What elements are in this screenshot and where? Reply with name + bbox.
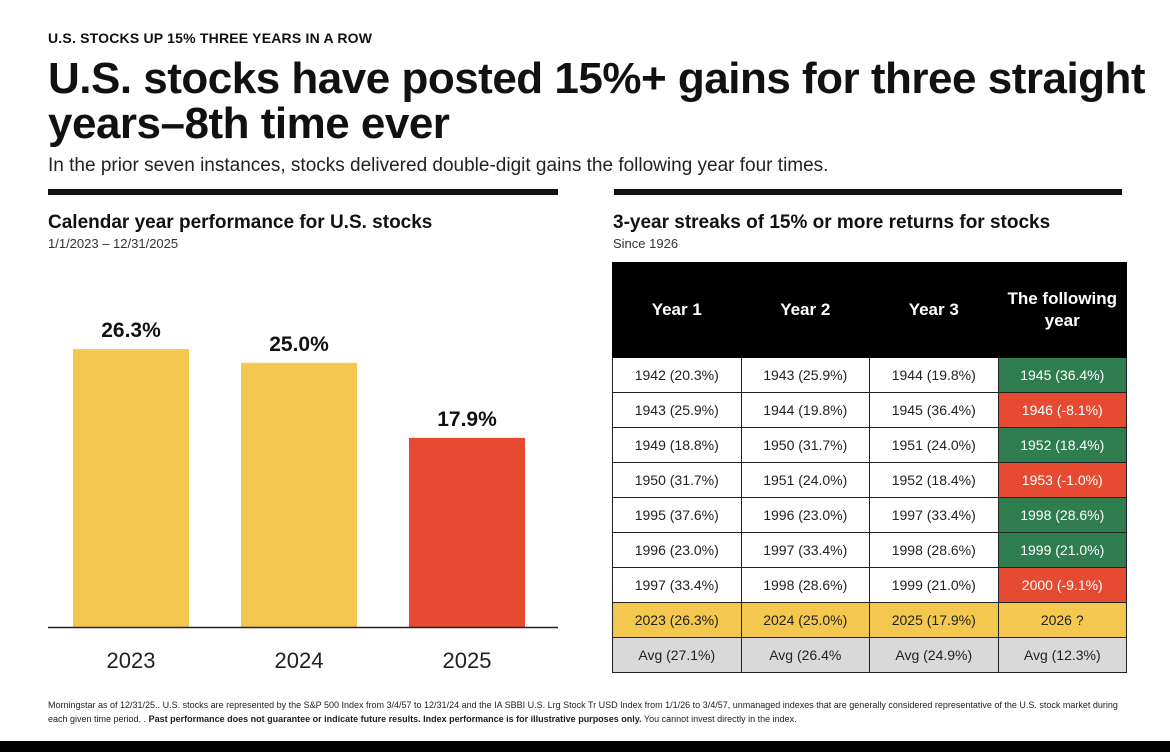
table-row: 1996 (23.0%) 1997 (33.4%) 1998 (28.6%) 1999… [612,532,1127,568]
table-cell: 2024 (25.0%) [740,602,870,638]
following-year-cell: 1998 (28.6%) [997,497,1127,533]
table-cell: 1949 (18.8%) [612,427,742,463]
x-tick-label-2023: 2023 [107,648,156,673]
table-row: 1995 (37.6%) 1996 (23.0%) 1997 (33.4%) 1998… [612,497,1127,533]
footnote-disclaimer: Past performance does not guarantee or i… [148,714,642,724]
following-year-cell: 2026 ? [997,602,1127,638]
table-cell: Avg (24.9%) [869,637,999,673]
table-row: 1997 (33.4%) 1998 (28.6%) 1999 (21.0%) 2000… [612,567,1127,603]
table-cell: Avg (27.1%) [612,637,742,673]
chart-subtitle: 1/1/2023 – 12/31/2025 [48,236,179,251]
current-streak-row: 2023 (26.3%) 2024 (25.0%) 2025 (17.9%) 2026… [612,602,1127,638]
subhead: In the prior seven instances, stocks del… [48,155,829,176]
bottom-bar [0,741,1170,752]
following-year-cell: 2000 (-9.1%) [997,567,1127,603]
footnote-text: Morningstar as of 12/31/25.. U.S. stocks… [48,700,1118,724]
table-cell: 2025 (17.9%) [869,602,999,638]
table-cell: 1997 (33.4%) [740,532,870,568]
table-cell: 1942 (20.3%) [612,357,742,393]
table-cell: 1952 (18.4%) [869,462,999,498]
x-tick-label-2025: 2025 [443,648,492,673]
streaks-table-body: 1942 (20.3%) 1943 (25.9%) 1944 (19.8%) 1945… [612,357,1127,673]
column-header: Year 3 [869,262,999,358]
table-row: 1950 (31.7%) 1951 (24.0%) 1952 (18.4%) 1953… [612,462,1127,498]
table-cell: 1996 (23.0%) [612,532,742,568]
table-cell: 1998 (28.6%) [869,532,999,568]
table-cell: 1943 (25.9%) [612,392,742,428]
footnote-text-end: You cannot invest directly in the index. [643,714,797,724]
following-year-cell: Avg (12.3%) [997,637,1127,673]
table-cell: 1996 (23.0%) [740,497,870,533]
table-cell: 2023 (26.3%) [612,602,742,638]
data-label-2023: 26.3% [101,319,161,342]
data-label-2025: 17.9% [437,408,497,431]
table-row: 1942 (20.3%) 1943 (25.9%) 1944 (19.8%) 1945… [612,357,1127,393]
bar-chart: 26.3% 2023 25.0% 2024 17.9% 2025 [48,319,558,673]
table-subtitle: Since 1926 [613,236,679,251]
following-year-cell: 1946 (-8.1%) [997,392,1127,428]
table-cell: 1950 (31.7%) [612,462,742,498]
following-year-cell: 1953 (-1.0%) [997,462,1127,498]
column-header: The following year [997,262,1127,358]
left-divider [48,189,558,195]
table-cell: 1995 (37.6%) [612,497,742,533]
table-cell: 1999 (21.0%) [869,567,999,603]
following-year-cell: 1952 (18.4%) [997,427,1127,463]
bar-2025 [409,437,525,627]
table-cell: 1943 (25.9%) [740,357,870,393]
x-tick-label-2024: 2024 [275,648,324,673]
following-year-cell: 1999 (21.0%) [997,532,1127,568]
table-header-row: Year 1 Year 2 Year 3 The following year [612,262,1127,358]
table-row: 1949 (18.8%) 1950 (31.7%) 1951 (24.0%) 1952… [612,427,1127,463]
data-label-2024: 25.0% [269,333,329,356]
table-cell: 1951 (24.0%) [740,462,870,498]
table-row: 1943 (25.9%) 1944 (19.8%) 1945 (36.4%) 1946… [612,392,1127,428]
average-row: Avg (27.1%) Avg (26.4% Avg (24.9%) Avg (12.… [612,637,1127,673]
table-cell: 1997 (33.4%) [869,497,999,533]
footnote: Morningstar as of 12/31/25.. U.S. stocks… [48,698,1128,726]
table-cell: 1944 (19.8%) [869,357,999,393]
chart-title: Calendar year performance for U.S. stock… [48,212,433,233]
table-cell: 1998 (28.6%) [740,567,870,603]
column-header: Year 1 [612,262,742,358]
table-cell: 1951 (24.0%) [869,427,999,463]
table-cell: 1950 (31.7%) [740,427,870,463]
kicker: U.S. STOCKS UP 15% THREE YEARS IN A ROW [48,30,373,46]
table-cell: 1945 (36.4%) [869,392,999,428]
bar-2023 [73,349,189,627]
headline: U.S. stocks have posted 15%+ gains for t… [48,54,1146,148]
table-cell: 1997 (33.4%) [612,567,742,603]
following-year-cell: 1945 (36.4%) [997,357,1127,393]
streaks-table: Year 1 Year 2 Year 3 The following year … [612,262,1127,673]
bar-2024 [241,362,357,627]
right-divider [614,189,1122,195]
table-title: 3-year streaks of 15% or more returns fo… [613,212,1051,233]
table-cell: 1944 (19.8%) [740,392,870,428]
column-header: Year 2 [740,262,870,358]
table-cell: Avg (26.4% [740,637,870,673]
